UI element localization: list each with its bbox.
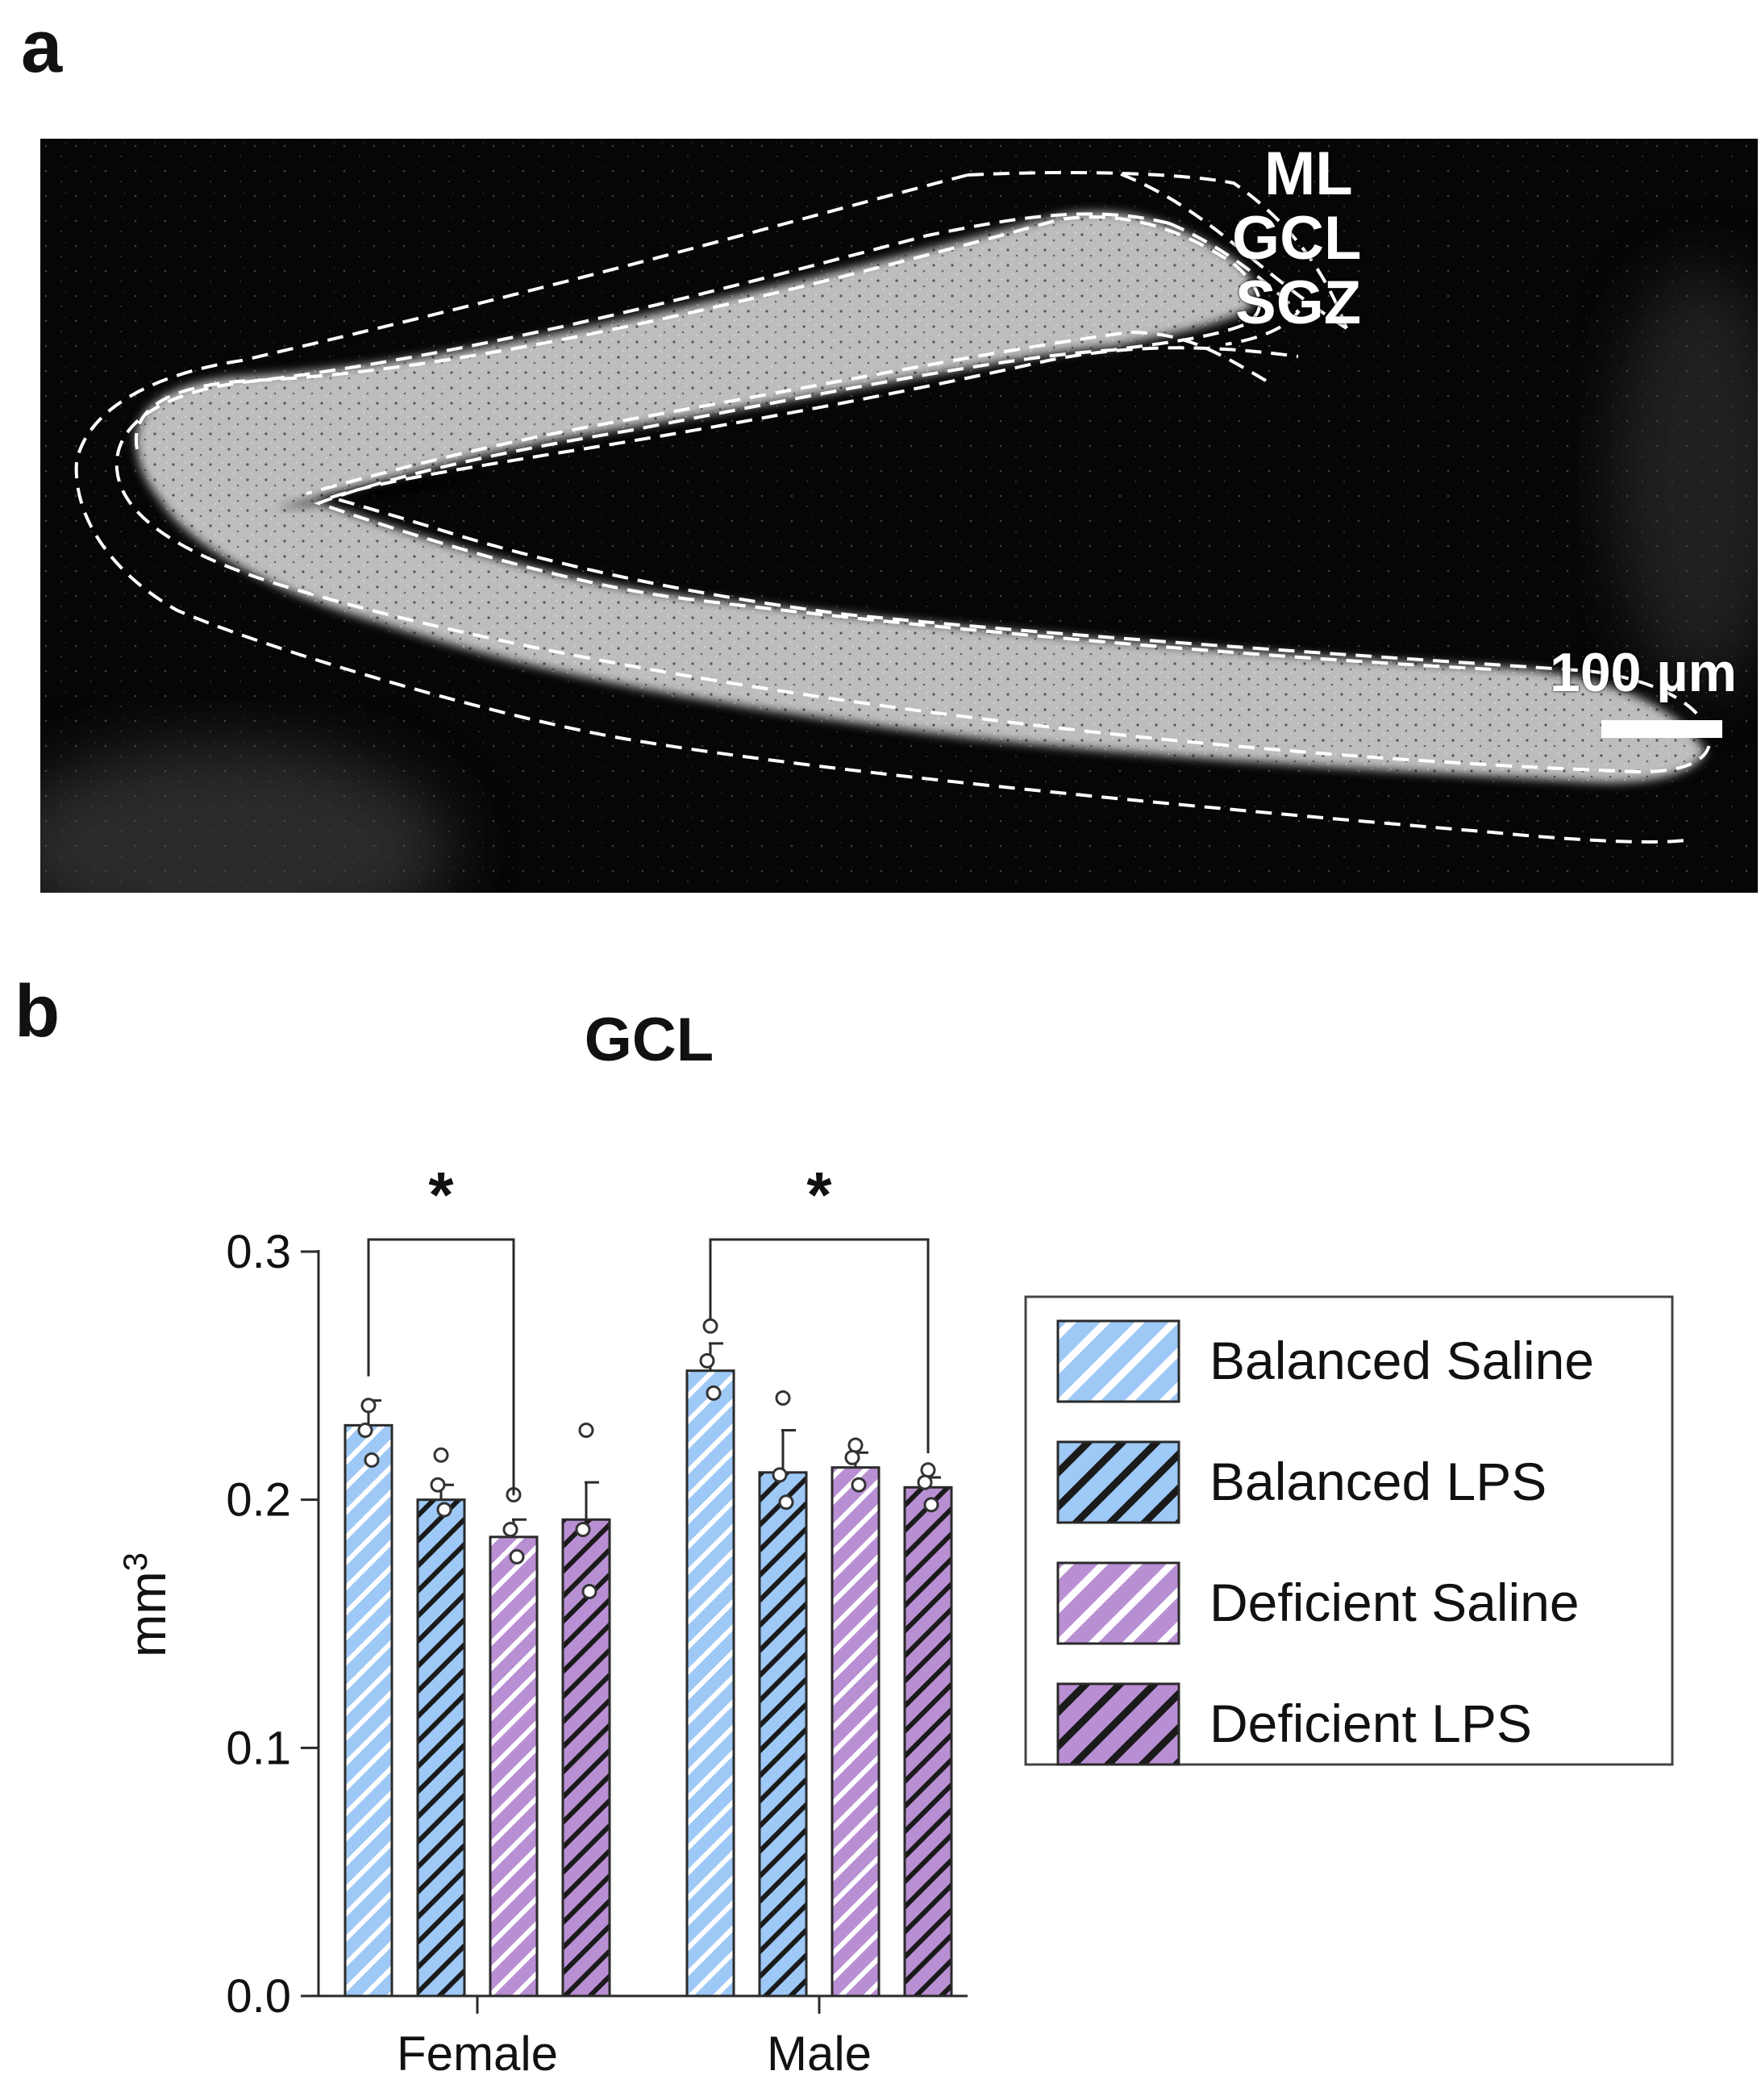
y-tick-label: 0.3 [226, 1226, 291, 1278]
significance-bracket [367, 1238, 515, 1496]
legend-swatch [1056, 1682, 1180, 1766]
significance-star: * [428, 1159, 454, 1231]
data-point [702, 1318, 718, 1334]
legend-label: Deficient LPS [1209, 1694, 1532, 1753]
data-point [433, 1447, 449, 1463]
bar [831, 1466, 880, 1998]
significance-star: * [806, 1159, 832, 1231]
x-tick-label: Male [767, 2027, 872, 2081]
chart-title: GCL [585, 1006, 714, 1074]
data-point [575, 1522, 591, 1538]
x-tick-label: Female [397, 2027, 558, 2081]
bar [416, 1498, 466, 1998]
significance-bracket [709, 1238, 930, 1453]
layer-label-ml: ML [1264, 140, 1353, 208]
data-point [847, 1437, 864, 1453]
bar-chart: GCL mm3 0.0 0.1 0.2 0.3 Female Male * * Balance… [116, 1006, 1674, 2081]
y-axis-label: mm3 [116, 1552, 177, 1657]
y-tick-label: 0.2 [226, 1474, 291, 1527]
data-point [699, 1352, 715, 1369]
tissue-glow [40, 744, 452, 893]
layer-label-gcl: GCL [1232, 204, 1362, 273]
data-point [778, 1494, 794, 1510]
legend-label: Deficient Saline [1209, 1573, 1580, 1632]
scale-bar-label: 100 µm [1550, 642, 1737, 703]
bar [343, 1423, 393, 1998]
panel-a-letter: a [21, 6, 63, 88]
panel-b-letter: b [15, 970, 60, 1052]
bar [561, 1518, 611, 1998]
legend-label: Balanced Saline [1209, 1331, 1594, 1390]
data-point [436, 1502, 452, 1518]
data-point [706, 1385, 722, 1401]
y-tick-label: 0.1 [226, 1722, 291, 1774]
bar [489, 1535, 539, 1998]
data-point [923, 1497, 939, 1513]
data-point [357, 1423, 373, 1439]
legend-swatch [1056, 1440, 1180, 1524]
bar [903, 1485, 953, 1998]
micrograph-image [40, 139, 1758, 893]
legend-label: Balanced LPS [1209, 1452, 1547, 1511]
data-point [430, 1477, 446, 1493]
data-point [844, 1449, 860, 1465]
data-point [772, 1467, 788, 1483]
y-tick-label: 0.0 [226, 1970, 291, 2023]
legend-swatch [1056, 1319, 1180, 1403]
scale-bar [1601, 720, 1722, 738]
data-point [920, 1462, 936, 1478]
data-point [360, 1398, 377, 1414]
data-point [851, 1477, 867, 1493]
layer-label-sgz: SGZ [1235, 269, 1362, 337]
legend-swatch [1056, 1561, 1180, 1645]
data-point [581, 1584, 597, 1600]
data-point [578, 1423, 594, 1439]
bar [685, 1369, 735, 1998]
data-point [502, 1522, 518, 1538]
data-point [509, 1548, 525, 1565]
layer-outlines [74, 169, 1712, 844]
bar [758, 1471, 808, 1998]
data-point [775, 1390, 791, 1406]
data-point [917, 1474, 933, 1490]
data-point [364, 1452, 380, 1468]
